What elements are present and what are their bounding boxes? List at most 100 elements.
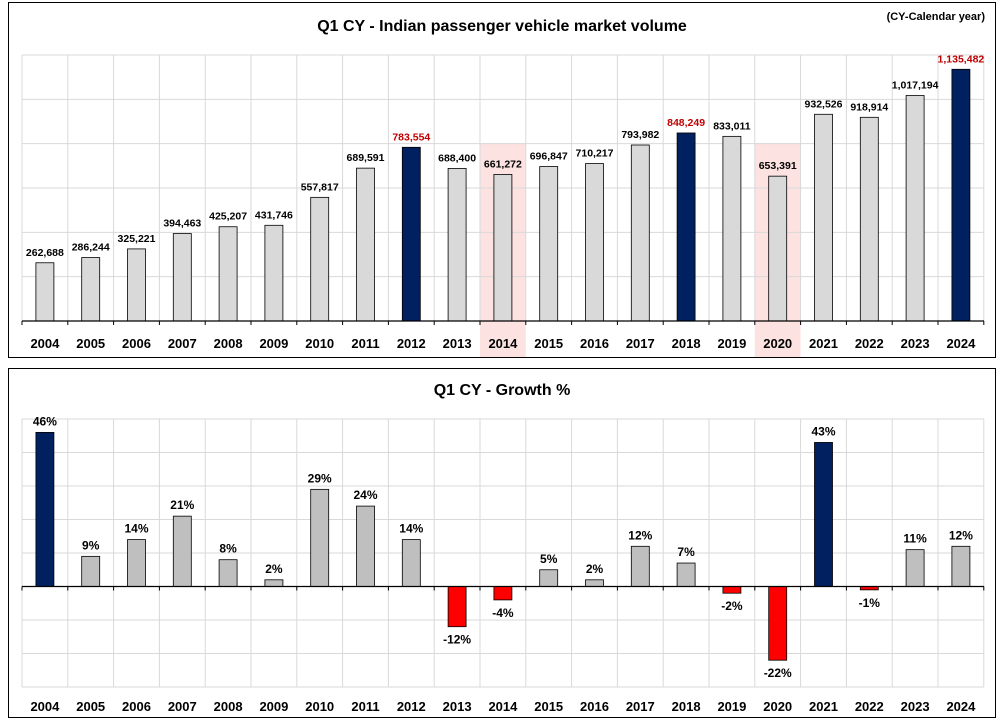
volume-data-label: 431,746	[255, 209, 293, 221]
volume-x-tick-label: 2017	[626, 336, 655, 351]
volume-bar-2011	[356, 167, 375, 322]
volume-data-label: 394,463	[163, 218, 201, 230]
growth-x-tick-label: 2009	[259, 699, 288, 714]
growth-x-tick-label: 2024	[946, 699, 976, 714]
volume-x-tick-label: 2012	[397, 336, 426, 351]
growth-bar-2004	[35, 432, 55, 587]
volume-bar-2023	[905, 95, 925, 322]
growth-x-tick-label: 2013	[443, 699, 472, 714]
volume-data-label: 653,391	[759, 160, 797, 172]
volume-bar-2005	[81, 257, 101, 322]
volume-bar-2024	[951, 68, 971, 322]
volume-x-tick-label: 2007	[168, 336, 197, 351]
volume-data-label: 557,817	[301, 181, 339, 193]
growth-x-tick-label: 2006	[122, 699, 151, 714]
volume-x-tick-label: 2022	[855, 336, 884, 351]
volume-data-label: 918,914	[850, 101, 888, 113]
volume-x-tick-label: 2013	[443, 336, 472, 351]
growth-x-tick-label: 2010	[305, 699, 334, 714]
growth-data-label: 14%	[399, 522, 423, 536]
growth-data-label: 12%	[949, 528, 973, 542]
growth-x-tick-label: 2022	[855, 699, 884, 714]
volume-x-tick-label: 2006	[122, 336, 151, 351]
volume-bar-2021	[814, 113, 833, 322]
volume-bar-2014	[493, 174, 513, 322]
growth-bar-2024	[951, 545, 971, 587]
volume-bar-2007	[172, 233, 192, 322]
volume-bar-2006	[127, 248, 146, 322]
growth-x-tick-label: 2017	[626, 699, 655, 714]
volume-data-label: 325,221	[118, 233, 156, 245]
volume-data-label: 286,244	[72, 242, 110, 254]
volume-bar-2018	[676, 132, 696, 322]
growth-x-tick-label: 2023	[901, 699, 930, 714]
growth-chart-plot: 46% 9% 14% 21% 8% 2% 29% 24% 14% -12% -4% 5% 2% 12% 7%…	[21, 414, 985, 714]
growth-bar-2023	[905, 549, 925, 587]
volume-x-tick-label: 2019	[717, 336, 746, 351]
growth-chart-title: Q1 CY - Growth %	[433, 382, 571, 399]
volume-data-label: 425,207	[209, 211, 247, 223]
volume-bar-2015	[539, 166, 559, 322]
volume-chart-title: Q1 CY - Indian passenger vehicle market …	[317, 18, 687, 35]
volume-x-tick-label: 2009	[259, 336, 288, 351]
growth-bar-2014	[493, 586, 513, 601]
growth-data-label: 2%	[265, 562, 283, 576]
volume-x-tick-label: 2018	[672, 336, 701, 351]
growth-x-tick-label: 2021	[809, 699, 838, 714]
volume-bar-2020	[768, 175, 788, 322]
growth-data-label: 21%	[170, 498, 194, 512]
volume-data-label: 1,017,194	[892, 80, 939, 92]
growth-data-label: -1%	[859, 596, 881, 610]
growth-x-tick-label: 2008	[214, 699, 243, 714]
volume-bar-2012	[401, 146, 421, 322]
volume-data-label: 833,011	[713, 120, 751, 132]
growth-x-tick-label: 2005	[76, 699, 105, 714]
growth-data-label: -12%	[443, 633, 471, 647]
growth-x-tick-label: 2007	[168, 699, 197, 714]
growth-data-label: -22%	[764, 666, 792, 680]
calendar-year-note: (CY-Calendar year)	[886, 11, 985, 23]
growth-data-label: 43%	[811, 424, 835, 438]
volume-data-label: 848,249	[667, 117, 705, 129]
growth-gridlines	[21, 418, 985, 688]
growth-data-label: 7%	[677, 545, 695, 559]
volume-data-label: 793,982	[621, 129, 659, 141]
volume-data-label: 710,217	[576, 148, 614, 160]
growth-data-label: 29%	[308, 471, 332, 485]
growth-bar-2018	[676, 562, 696, 587]
growth-x-tick-label: 2012	[397, 699, 426, 714]
volume-chart-plot: 262,688 286,244 325,221 394,463 425,207 431,7…	[21, 53, 984, 357]
growth-x-tick-label: 2018	[672, 699, 701, 714]
growth-bar-2007	[172, 515, 192, 587]
volume-x-tick-label: 2005	[76, 336, 105, 351]
growth-bar-2021	[814, 442, 833, 587]
volume-x-tick-label: 2004	[30, 336, 60, 351]
volume-chart-panel: Q1 CY - Indian passenger vehicle market …	[8, 2, 996, 358]
volume-x-tick-label: 2021	[809, 336, 838, 351]
growth-x-tick-label: 2004	[30, 699, 60, 714]
volume-bar-2019	[722, 135, 742, 322]
growth-data-label: 9%	[82, 538, 100, 552]
growth-x-tick-label: 2011	[351, 699, 379, 714]
volume-x-tick-label: 2024	[946, 336, 976, 351]
growth-data-label: 46%	[33, 414, 57, 428]
volume-bar-2016	[585, 163, 604, 322]
growth-x-tick-label: 2014	[488, 699, 518, 714]
growth-bar-2005	[81, 555, 101, 587]
growth-data-label: 5%	[540, 552, 558, 566]
volume-bar-2013	[447, 168, 467, 322]
growth-chart-panel: Q1 CY - Growth % 46% 9% 14% 21% 8% 2% 29% 24% 14…	[8, 368, 996, 718]
growth-bar-2019	[722, 586, 742, 594]
growth-x-tick-label: 2015	[534, 699, 563, 714]
volume-bar-2017	[630, 144, 650, 322]
volume-data-label: 689,591	[347, 152, 385, 164]
growth-bar-2006	[127, 539, 146, 587]
growth-bar-2012	[401, 539, 421, 587]
volume-x-tick-label: 2020	[763, 336, 792, 351]
volume-x-tick-label: 2008	[214, 336, 243, 351]
growth-data-label: -2%	[721, 599, 743, 613]
growth-bar-2013	[447, 586, 467, 628]
growth-bar-2009	[264, 579, 284, 587]
volume-data-label: 688,400	[438, 152, 476, 164]
volume-x-tick-label: 2023	[901, 336, 930, 351]
